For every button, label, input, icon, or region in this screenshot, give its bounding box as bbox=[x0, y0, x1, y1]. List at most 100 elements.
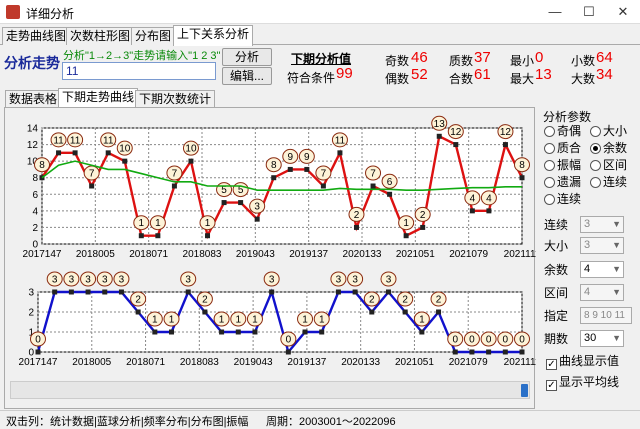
data-label: 9 bbox=[287, 152, 293, 163]
title-bar: 详细分析 — ☐ ✕ bbox=[0, 0, 640, 24]
tab-distribution[interactable]: 分布图 bbox=[131, 27, 176, 45]
x-tick-label: 2017147 bbox=[19, 357, 58, 368]
data-label: 5 bbox=[221, 185, 227, 196]
data-label: 3 bbox=[102, 275, 108, 286]
y-tick-label: 6 bbox=[32, 190, 38, 201]
data-label-bubble bbox=[413, 311, 430, 327]
radio-label: 区间 bbox=[603, 158, 628, 172]
data-point bbox=[436, 133, 442, 139]
show-values-checkbox[interactable]: ✓ 曲线显示值 bbox=[546, 352, 619, 370]
x-tick-label: 2019043 bbox=[234, 357, 273, 368]
radio-amplitude[interactable]: 振幅 bbox=[544, 158, 581, 175]
specified-input[interactable]: 8 9 10 11 bbox=[580, 307, 632, 324]
data-label: 1 bbox=[155, 218, 161, 229]
radio-big-small[interactable]: 大小 bbox=[590, 124, 627, 141]
data-label-bubble bbox=[313, 311, 330, 327]
data-label: 2 bbox=[402, 295, 408, 306]
stat-label-odd: 奇数 bbox=[385, 54, 410, 68]
data-label-bubble bbox=[50, 132, 67, 148]
radio-omission[interactable]: 遗漏 bbox=[544, 175, 581, 192]
data-label: 2 bbox=[202, 295, 208, 306]
radio-consecutive-2[interactable]: 连续 bbox=[544, 192, 581, 209]
condition-value: 99 bbox=[336, 65, 353, 82]
data-label-bubble bbox=[497, 124, 514, 140]
radio-interval[interactable]: 区间 bbox=[590, 158, 627, 175]
select-value: 3 bbox=[584, 239, 591, 251]
x-tick-label: 2017147 bbox=[23, 249, 62, 260]
sequence-input[interactable]: 11 bbox=[62, 62, 216, 80]
data-label-bubble bbox=[246, 311, 263, 327]
data-point bbox=[89, 183, 95, 189]
data-label: 10 bbox=[119, 144, 131, 155]
subtab-next-trend[interactable]: 下期走势曲线 bbox=[58, 88, 139, 108]
data-label-bubble bbox=[480, 331, 497, 347]
data-point bbox=[271, 175, 277, 181]
y-tick-label: 12 bbox=[27, 140, 39, 151]
y-tick-label: 2 bbox=[28, 308, 34, 319]
radio-remainder[interactable]: 余数 bbox=[590, 141, 627, 158]
data-label: 1 bbox=[302, 315, 308, 326]
data-label-bubble bbox=[263, 271, 280, 287]
size-select[interactable]: 3 ▼ bbox=[580, 237, 624, 254]
minimize-button[interactable]: — bbox=[548, 4, 562, 19]
data-point bbox=[436, 309, 442, 315]
data-label: 1 bbox=[219, 315, 225, 326]
horizontal-scrollbar[interactable] bbox=[10, 381, 530, 399]
data-label: 0 bbox=[503, 335, 509, 346]
consecutive-select[interactable]: 3 ▼ bbox=[580, 216, 624, 233]
x-tick-label: 2018005 bbox=[72, 357, 111, 368]
data-label: 1 bbox=[403, 218, 409, 229]
data-point bbox=[385, 289, 391, 295]
data-label-bubble bbox=[497, 331, 514, 347]
maximize-button[interactable]: ☐ bbox=[583, 4, 595, 19]
tab-trend-curve[interactable]: 走势曲线图 bbox=[2, 27, 71, 45]
chevron-down-icon: ▼ bbox=[612, 219, 621, 229]
show-average-checkbox[interactable]: ✓ 显示平均线 bbox=[546, 373, 619, 391]
data-label-bubble bbox=[130, 291, 147, 307]
data-label: 7 bbox=[321, 169, 327, 180]
y-tick-label: 3 bbox=[28, 288, 34, 299]
data-point bbox=[68, 289, 74, 295]
data-point bbox=[486, 349, 492, 355]
status-bar: 双击列：统计数据|蓝球分析|频率分布|分布图|振幅 周期：2003001～202… bbox=[0, 410, 640, 428]
data-point bbox=[419, 329, 425, 335]
charts-area: 14 12 10 8 6 4 2 0 2017147 2018005 2018071 2018083 2… bbox=[4, 107, 536, 409]
tab-relation-analysis[interactable]: 上下关系分析 bbox=[173, 25, 254, 46]
edit-button[interactable]: 编辑... bbox=[222, 67, 272, 85]
data-label: 3 bbox=[352, 275, 358, 286]
data-label-bubble bbox=[230, 311, 247, 327]
data-label: 8 bbox=[519, 160, 525, 171]
tab-count-bar[interactable]: 次数柱形图 bbox=[66, 27, 135, 45]
scrollbar-thumb[interactable] bbox=[521, 384, 528, 397]
data-label: 3 bbox=[185, 275, 191, 286]
radio-label: 奇偶 bbox=[557, 124, 582, 138]
periods-select[interactable]: 30 ▼ bbox=[580, 330, 624, 347]
data-point bbox=[39, 175, 45, 181]
data-label-bubble bbox=[447, 331, 464, 347]
radio-consecutive[interactable]: 连续 bbox=[590, 175, 627, 192]
data-point bbox=[254, 216, 260, 222]
check-icon: ✓ bbox=[546, 380, 557, 391]
data-label-bubble bbox=[63, 271, 80, 287]
interval-select[interactable]: 4 ▼ bbox=[580, 284, 624, 301]
data-point bbox=[403, 233, 409, 239]
data-label-bubble bbox=[265, 157, 282, 173]
select-value: 8 9 10 11 bbox=[584, 310, 625, 321]
radio-prime-composite[interactable]: 质合 bbox=[544, 141, 581, 158]
remainder-select[interactable]: 4 ▼ bbox=[580, 261, 624, 278]
analyze-button[interactable]: 分析 bbox=[222, 48, 272, 66]
close-button[interactable]: ✕ bbox=[617, 4, 629, 19]
data-label: 8 bbox=[39, 160, 45, 171]
x-tick-label: 2021079 bbox=[449, 249, 488, 260]
select-value: 3 bbox=[584, 218, 591, 230]
data-point bbox=[353, 224, 359, 230]
data-point bbox=[486, 208, 492, 214]
radio-odd-even[interactable]: 奇偶 bbox=[544, 124, 581, 141]
subtab-data-table[interactable]: 数据表格 bbox=[5, 90, 62, 108]
data-point bbox=[304, 166, 310, 172]
radio-dot-icon bbox=[590, 126, 601, 137]
stat-value-min: 0 bbox=[535, 49, 544, 66]
radio-label: 连续 bbox=[557, 192, 582, 206]
subtab-next-count[interactable]: 下期次数统计 bbox=[135, 90, 216, 108]
